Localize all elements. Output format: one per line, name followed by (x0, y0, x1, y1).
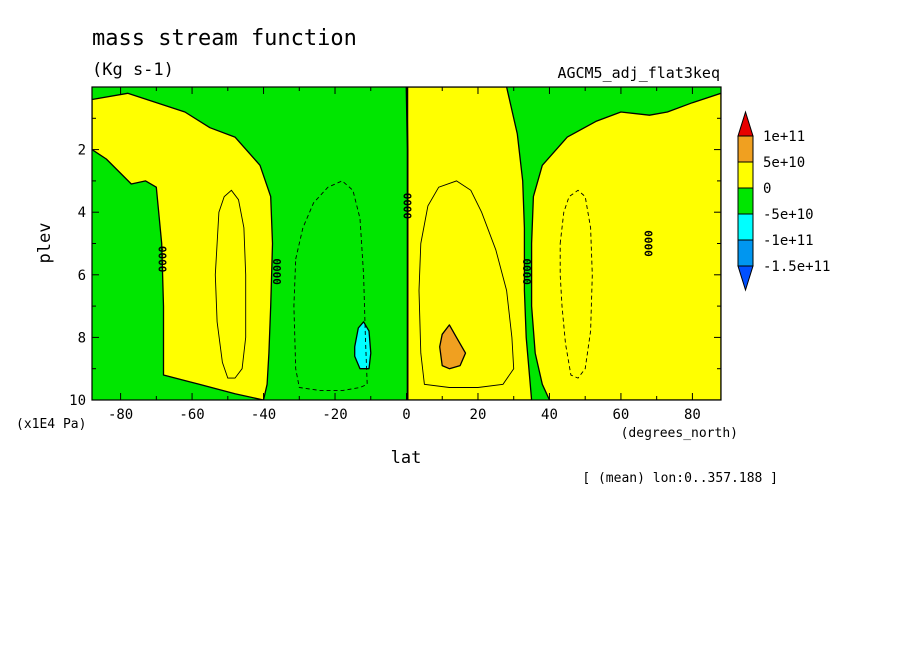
y-tick-label-1: 4 (78, 205, 86, 221)
y-tick-label-3: 8 (78, 330, 86, 346)
legend-swatch-2 (737, 161, 754, 189)
legend-label-3: -5e+10 (763, 207, 814, 223)
region-cyan-sh-min (354, 321, 372, 370)
y-axis-units: (x1E4 Pa) (16, 417, 86, 432)
dataset-label: AGCM5_adj_flat3keq (557, 64, 720, 82)
chart-units: (Kg s-1) (92, 60, 174, 80)
contour-label-0: 0000 (156, 246, 169, 273)
y-tick-label-2: 6 (78, 268, 86, 284)
legend-swatch-4 (737, 213, 754, 241)
contour-label-2: 0000 (401, 193, 414, 220)
legend-label-1: 5e+10 (763, 155, 805, 171)
x-tick-label-4: 0 (402, 407, 410, 423)
legend-arrow-top (737, 110, 754, 137)
footnote: [ (mean) lon:0..357.188 ] (582, 471, 778, 486)
x-tick-label-2: -40 (251, 407, 276, 423)
legend-swatch-5 (737, 239, 754, 267)
zero-contour-equator (405, 87, 409, 400)
color-legend: 1e+11 5e+10 0 -5e+10 -1e+11 -1.5e+11 (737, 110, 830, 292)
region-orange-nh-max (439, 324, 467, 370)
contour-label-3: 0000 (520, 258, 533, 285)
legend-label-4: -1e+11 (763, 233, 814, 249)
y-axis-label: plev (35, 223, 55, 264)
x-axis-units: (degrees_north) (621, 426, 738, 441)
region-yellow-nh-tropics (406, 87, 533, 400)
legend-label-0: 1e+11 (763, 129, 805, 145)
contour-nh-polar-cell (559, 189, 593, 379)
legend-arrow-bottom (737, 265, 754, 292)
y-tick-label-0: 2 (78, 143, 86, 159)
contour-sh-polar-cell (214, 189, 247, 379)
legend-label-2: 0 (763, 181, 771, 197)
chart-title: mass stream function (92, 26, 357, 51)
legend-label-5: -1.5e+11 (763, 259, 830, 275)
filled-regions (92, 87, 721, 400)
legend-swatch-3 (737, 187, 754, 215)
x-tick-label-1: -60 (179, 407, 204, 423)
legend-swatch-1 (737, 135, 754, 163)
x-tick-label-3: -20 (322, 407, 347, 423)
region-yellow-sh-polar (92, 92, 274, 400)
contour-nh-hadley-cell (418, 180, 515, 388)
axis-ticks: -80 -60 -40 -20 0 20 40 60 80 2 4 6 8 10 (69, 87, 721, 423)
x-axis-label: lat (391, 448, 422, 468)
x-tick-label-6: 40 (541, 407, 558, 423)
region-yellow-nh-polar (530, 92, 721, 400)
x-tick-label-7: 60 (613, 407, 630, 423)
y-tick-label-4: 10 (69, 393, 86, 409)
contour-label-1: 0000 (270, 258, 283, 285)
x-tick-label-5: 20 (470, 407, 487, 423)
x-tick-label-8: 80 (684, 407, 701, 423)
contour-label-4: 0000 (642, 230, 655, 257)
x-tick-label-0: -80 (108, 407, 133, 423)
contour-lines (214, 87, 593, 400)
contour-labels: 0000 0000 0000 0000 0000 (156, 193, 655, 285)
contour-sh-hadley-cell (293, 180, 368, 392)
